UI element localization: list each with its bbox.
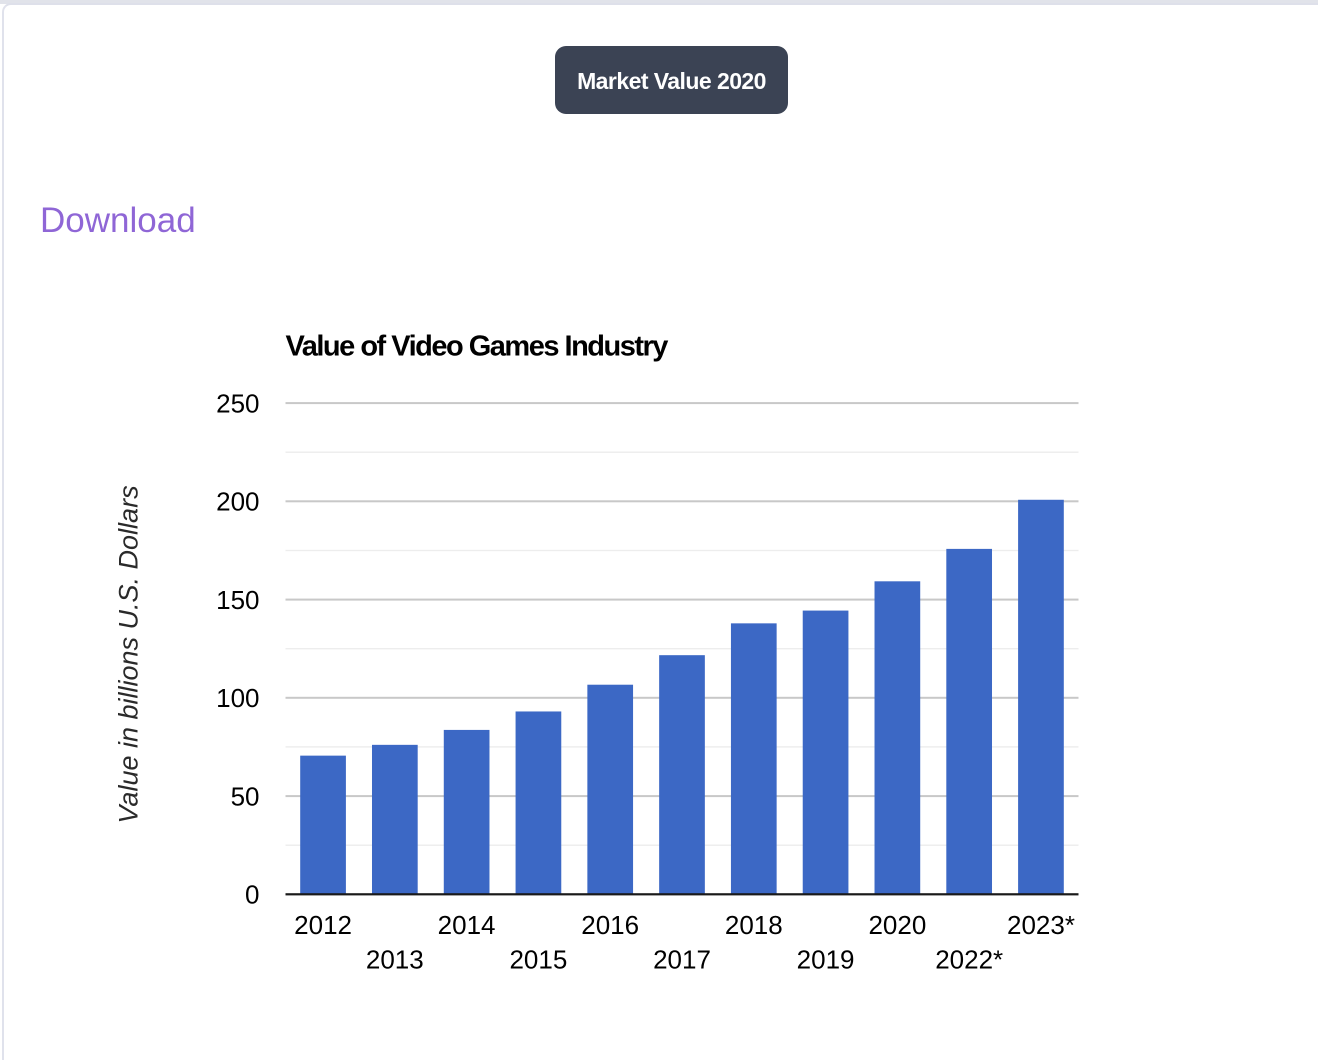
svg-text:2012: 2012 <box>294 910 352 940</box>
svg-text:250: 250 <box>216 388 259 418</box>
svg-text:2018: 2018 <box>725 910 783 940</box>
svg-text:200: 200 <box>216 487 259 517</box>
svg-text:100: 100 <box>216 683 259 713</box>
svg-text:2022*: 2022* <box>935 945 1003 975</box>
svg-text:50: 50 <box>231 781 260 811</box>
svg-text:2023*: 2023* <box>1007 910 1075 940</box>
svg-text:2017: 2017 <box>653 945 711 975</box>
svg-text:2016: 2016 <box>581 910 639 940</box>
svg-text:2013: 2013 <box>366 945 424 975</box>
svg-text:150: 150 <box>216 585 259 615</box>
svg-text:2014: 2014 <box>438 910 496 940</box>
svg-text:2019: 2019 <box>797 945 855 975</box>
svg-text:0: 0 <box>245 880 259 910</box>
svg-text:Value in billions U.S. Dollars: Value in billions U.S. Dollars <box>114 485 144 823</box>
svg-text:2015: 2015 <box>509 945 567 975</box>
svg-text:Value of Video Games Industry: Value of Video Games Industry <box>286 331 669 363</box>
svg-text:2020: 2020 <box>868 910 926 940</box>
